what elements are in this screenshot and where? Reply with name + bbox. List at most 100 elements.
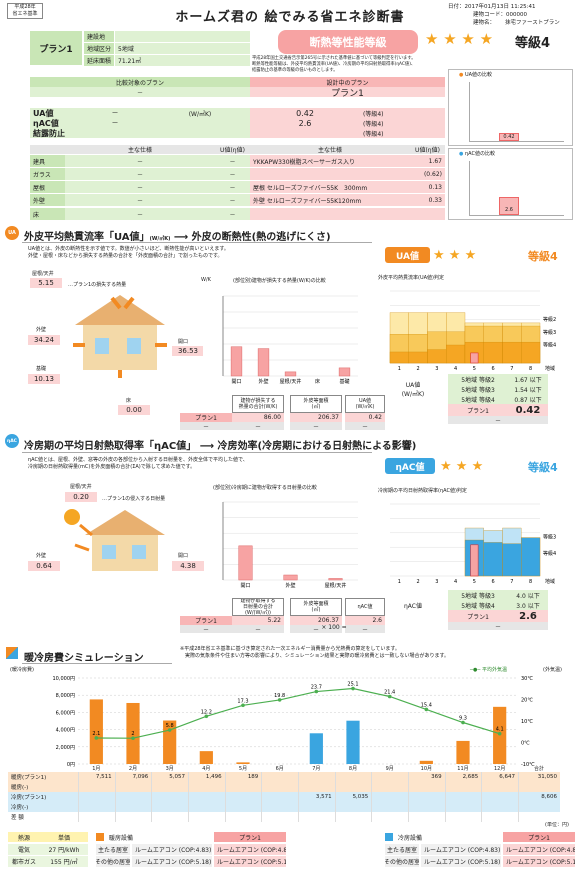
temp-label: 12.2 xyxy=(201,709,212,715)
temp-label: 25.1 xyxy=(347,682,358,688)
eta-roof-value: 0.20 xyxy=(65,492,97,502)
sim-cell xyxy=(151,792,188,802)
sim-cell: 5,035 xyxy=(334,792,372,802)
sim-icon xyxy=(6,647,18,659)
plan-bar xyxy=(470,544,479,577)
tick-label: 外壁 xyxy=(285,582,295,589)
sim-row-label: 暖房(-) xyxy=(8,782,78,792)
sim-cell xyxy=(371,812,408,822)
ua-mini-title: UA値の比較 xyxy=(464,72,493,78)
eta-std-row-value: 4.0 以下 xyxy=(508,590,548,600)
spec-left: － xyxy=(65,168,215,180)
compare-left-unit: (W/㎡K) xyxy=(150,108,250,118)
ua-mini-bar: 0.42 xyxy=(499,133,519,141)
eta-calc-plan: プラン1 xyxy=(180,616,232,625)
month-label: 11月 xyxy=(457,765,469,772)
sim-cell xyxy=(298,812,335,822)
sim-row-label: 冷房(-) xyxy=(8,802,78,812)
spec-left-u: － xyxy=(215,181,250,193)
ua-std-row-value: 1.67 以下 xyxy=(508,374,548,384)
sim-cell xyxy=(78,802,115,812)
sim-cell xyxy=(334,772,372,782)
tick-label: 2 xyxy=(417,579,420,585)
ua-std-row-value: 1.54 以下 xyxy=(508,384,548,394)
cool-right: ルームエアコン (COP:5.18) xyxy=(503,856,575,867)
sim-cell: 7,511 xyxy=(78,772,115,782)
cool-right: ルームエアコン (COP:4.83) xyxy=(503,844,575,855)
sim-cell: 2,685 xyxy=(444,772,482,782)
sim-cell xyxy=(518,802,560,812)
tick-label: 開口 xyxy=(231,379,241,385)
temp-point xyxy=(204,714,209,719)
header-meta: 日付：2017年01月13日 11:25:41 建物コード：000000 建物名… xyxy=(448,3,578,27)
compare-right-value: 2.6 xyxy=(250,118,360,128)
compare-left-unit xyxy=(150,118,250,128)
cool-left: ルームエアコン (COP:5.18) xyxy=(421,856,501,867)
ua-calc-plan: プラン1 xyxy=(180,413,232,422)
ua-calc-head: 建物が損失する 熱量の合計(W/K) xyxy=(232,395,284,413)
y-tick: 2,000円 xyxy=(56,745,75,751)
compare-row-label: UA値 xyxy=(30,108,80,118)
sim-cell: 31,050 xyxy=(518,772,560,782)
judge-bar xyxy=(521,537,541,577)
tick-label: 5 xyxy=(473,579,476,585)
heating-bar xyxy=(89,699,103,764)
ua-judge-chart: 1 2 3 4 5 6 7 8 等級2 等級3 等級4 地域 xyxy=(389,290,556,372)
sim-cell xyxy=(481,802,518,812)
eta-wall-label: 外壁 xyxy=(36,553,47,559)
heating-bar xyxy=(419,760,433,764)
spec-right-u: 1.67 xyxy=(410,155,445,167)
y2-tick: 30℃ xyxy=(521,676,533,682)
grade-mark: 等級2 xyxy=(543,316,556,323)
ua-calc-head: 外皮等面積 (㎡) xyxy=(290,395,342,413)
ua-calc-value: 86.00 xyxy=(232,413,284,422)
y-tick: 8,000円 xyxy=(56,693,75,699)
compare-right-grade: (等級4) xyxy=(360,118,445,128)
sim-cell: 7,096 xyxy=(114,772,152,782)
eta-desc: ηAC値とは、屋根、外壁、窓等の外皮の各部位から入射する日射量を、外皮全体で平均… xyxy=(28,457,248,470)
month-label: 9月 xyxy=(385,765,394,772)
spec-right xyxy=(250,208,410,220)
cool-room: 主たる居室 xyxy=(385,844,419,855)
heating-bar xyxy=(199,751,213,764)
grade-mark: 等級3 xyxy=(543,329,556,336)
compare-right-value xyxy=(250,128,360,138)
ua-chart-title: (部位別)建物が損失する熱量(W/K)の比較 xyxy=(233,278,326,284)
spec-right-u: 0.13 xyxy=(410,181,445,193)
rating-stars: ★ ★ ★ ★ xyxy=(425,30,494,48)
sim-cell xyxy=(371,782,408,792)
month-label: 12月 xyxy=(493,765,506,772)
heat-left: ルームエアコン (COP:5.18) xyxy=(132,856,212,867)
eta-calc-blank: － xyxy=(345,625,385,633)
temp-point xyxy=(497,731,502,736)
sim-cell xyxy=(261,802,298,812)
eta-std-blank: － xyxy=(448,622,548,630)
sim-cell xyxy=(371,772,408,782)
sim-cell xyxy=(188,802,225,812)
compare-right-grade: (等級4) xyxy=(360,108,445,118)
judge-bar xyxy=(502,543,522,577)
building-code: 建物コード：000000 xyxy=(473,12,527,18)
temp-point xyxy=(94,736,99,740)
ua-std-value: 0.42 xyxy=(508,404,548,416)
ua-base-value: 10.13 xyxy=(28,374,60,384)
sim-cell xyxy=(444,792,482,802)
sim-cell xyxy=(408,812,445,822)
ua-std-row-label: 5地域 等級4 xyxy=(448,394,508,404)
tick-label: 3 xyxy=(435,579,438,585)
sim-cell xyxy=(334,802,372,812)
sim-cell xyxy=(114,802,152,812)
temp-point xyxy=(461,720,465,725)
sim-cell xyxy=(224,792,262,802)
eta-open-value: 4.38 xyxy=(172,561,204,571)
heat-right: ルームエアコン (COP:4.83) xyxy=(214,844,286,855)
plan-row-label: 建設地 xyxy=(84,31,114,42)
spec-head: 主な仕様 xyxy=(250,145,410,154)
sim-cell xyxy=(224,782,262,792)
sim-y2-label: (外気温) xyxy=(543,667,562,673)
compare-left-value xyxy=(80,128,150,138)
spec-right xyxy=(250,168,410,180)
axis-label: 地域 xyxy=(545,365,555,372)
sim-note: ※平成28年省エネ基準に基づき算定された一次エネルギー消費量から光熱費の算定をし… xyxy=(180,646,450,659)
compare-left-value: － xyxy=(80,108,150,118)
